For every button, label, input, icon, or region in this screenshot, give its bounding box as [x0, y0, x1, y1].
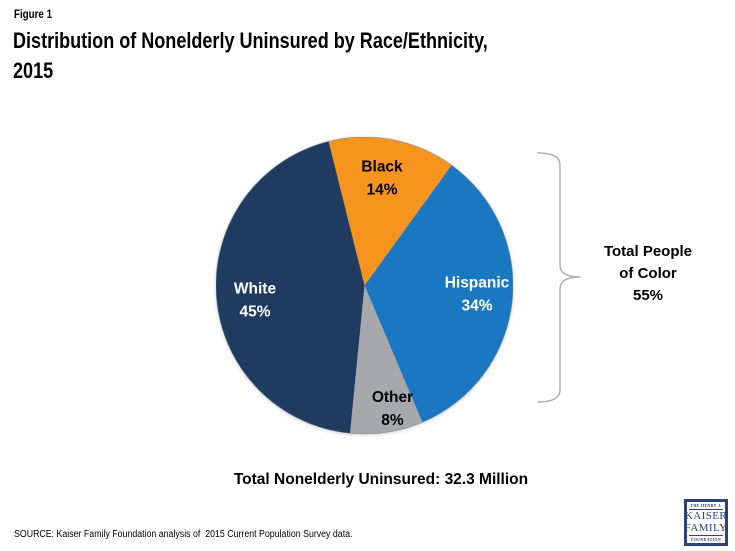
pie-chart: Black 14% Hispanic 34% Other 8% White 45%: [216, 137, 513, 434]
pie-label-black: Black 14%: [361, 159, 403, 199]
pie-label-white: White 45%: [234, 281, 277, 321]
kff-logo: THE HENRY J. KAISER FAMILY FOUNDATION: [684, 499, 728, 546]
total-people-of-color-label: Total People of Color 55%: [603, 243, 693, 304]
kff-logo-foundation: FOUNDATION: [689, 534, 723, 542]
kff-logo-kaiser: KAISER: [684, 510, 728, 523]
kff-logo-inner: THE HENRY J. KAISER FAMILY FOUNDATION: [684, 501, 728, 544]
pie-slice-other: [350, 285, 423, 434]
pie-label-other: Other 8%: [372, 389, 413, 429]
pie-slice-white: [216, 141, 365, 434]
curly-brace-path: [537, 152, 581, 403]
source-text: SOURCE: Kaiser Family Foundation analysi…: [14, 529, 353, 540]
curly-brace: [537, 152, 581, 403]
pie-slice-hispanic: [364, 165, 513, 423]
pie-slice-black: [328, 137, 452, 286]
figure-label: Figure 1: [14, 9, 53, 21]
page-title: Distribution of Nonelderly Uninsured by …: [13, 28, 488, 83]
pie-label-hispanic: Hispanic 34%: [445, 275, 510, 315]
kff-logo-family: FAMILY: [684, 522, 728, 535]
total-uninsured-label: Total Nonelderly Uninsured: 32.3 Million: [233, 471, 529, 488]
kff-logo-henry-j: THE HENRY J.: [689, 503, 723, 510]
